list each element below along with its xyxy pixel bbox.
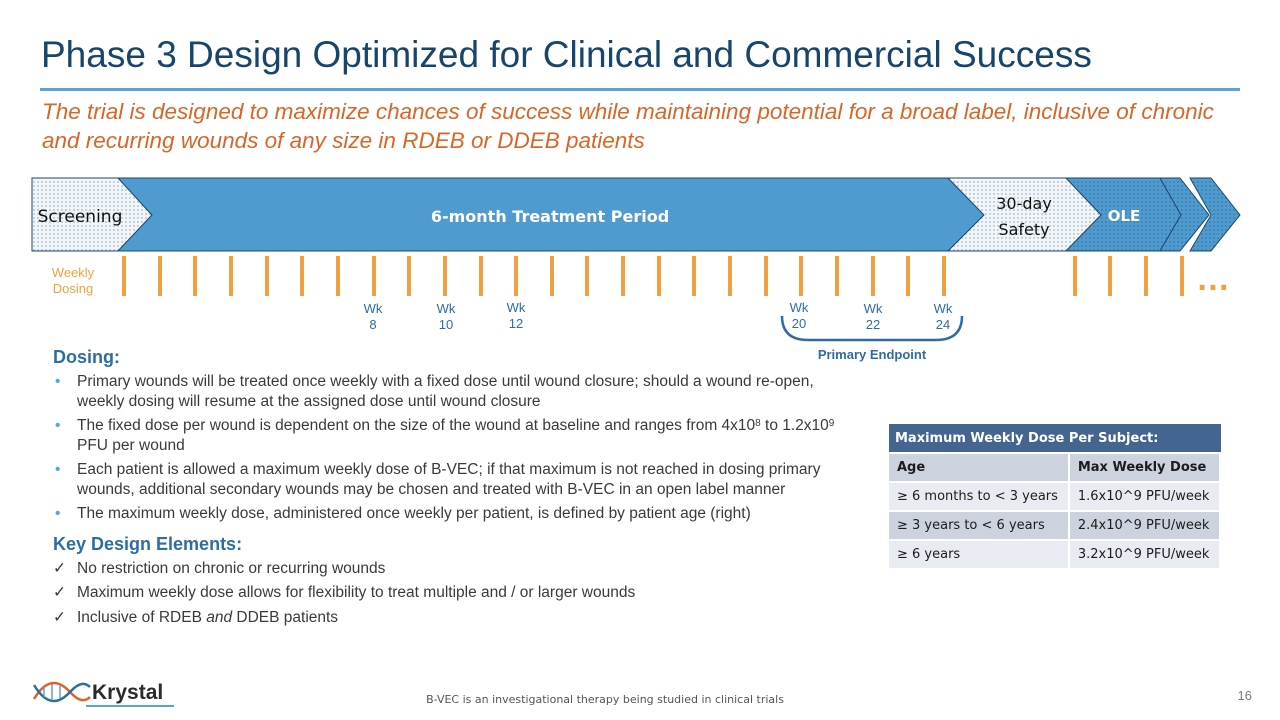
week-22-label: Wk 22 [863, 301, 883, 332]
slide-subtitle: The trial is designed to maximize chance… [42, 99, 1214, 153]
dosing-tick [335, 256, 340, 296]
dosing-tick [763, 256, 768, 296]
table-row: ≥ 6 years 3.2x10^9 PFU/week [889, 541, 1221, 570]
dosing-tick [621, 256, 626, 296]
key-design-item-2: ✓ Maximum weekly dose allows for flexibil… [53, 584, 636, 601]
dosing-tick [157, 256, 162, 296]
bullet-dot-icon: • [55, 461, 61, 478]
dosing-tick [1180, 256, 1184, 296]
krystal-logo-icon [32, 681, 91, 703]
logo-underline [86, 705, 174, 707]
dosing-heading: Dosing: [53, 347, 120, 367]
dosing-tick [549, 256, 554, 296]
dosing-tick [122, 256, 126, 296]
dose-table-title: Maximum Weekly Dose Per Subject: [889, 424, 1221, 454]
dosing-tick [585, 256, 590, 296]
key-design-item-1: ✓ No restriction on chronic or recurring … [53, 559, 386, 577]
table-row: ≥ 6 months to < 3 years 1.6x10^9 PFU/wee… [889, 483, 1221, 512]
screening-label: Screening [38, 207, 123, 227]
dosing-tick [264, 256, 269, 296]
primary-endpoint-label: Primary Endpoint [817, 347, 927, 362]
weekly-dosing-label: Weekly Dosing [51, 265, 95, 296]
treatment-label: 6-month Treatment Period [431, 207, 669, 226]
dosing-bullet-3: • Each patient is allowed a maximum weekl… [55, 461, 821, 498]
dosing-tick [228, 256, 233, 296]
bullet-dot-icon: • [55, 417, 61, 434]
dosing-tick [692, 256, 697, 296]
col-header-age: Age [889, 454, 1070, 483]
bullet-dot-icon: • [55, 373, 61, 390]
dosing-bullet-1: • Primary wounds will be treated once wee… [55, 373, 814, 410]
safety-label-line1: 30-day [996, 194, 1052, 213]
max-weekly-dose-table: Maximum Weekly Dose Per Subject: Age Max… [889, 424, 1221, 570]
dosing-tick [799, 256, 804, 296]
week-10-label: Wk 10 [436, 301, 456, 332]
dosing-bullet-4: • The maximum weekly dose, administered o… [55, 505, 751, 522]
page-number: 16 [1237, 688, 1252, 703]
checkmark-icon: ✓ [53, 584, 66, 601]
dosing-tick [906, 256, 911, 296]
continuation-ellipsis: … [1196, 260, 1230, 298]
dosing-tick [193, 256, 198, 296]
checkmark-icon: ✓ [53, 608, 66, 626]
key-design-item-3: ✓ Inclusive of RDEB and DDEB patients [53, 608, 339, 626]
dosing-tick [478, 256, 483, 296]
dosing-bullet-2: • The fixed dose per wound is dependent o… [55, 417, 835, 454]
dosing-tick [1144, 256, 1148, 296]
safety-label-line2: Safety [998, 220, 1049, 239]
col-header-max-dose: Max Weekly Dose [1069, 454, 1221, 483]
ole-chevron-1 [1159, 177, 1210, 252]
bullet-dot-icon: • [55, 505, 61, 522]
week-20-label: Wk 20 [789, 300, 809, 331]
dosing-tick [835, 256, 839, 296]
dosing-section: Dosing: • Primary wounds will be treated … [0, 347, 860, 632]
week-24-label: Wk 24 [933, 301, 953, 332]
table-header-row: Age Max Weekly Dose [889, 454, 1221, 483]
dosing-tick [1073, 256, 1077, 296]
dosing-tick [407, 256, 412, 296]
week-8-label: Wk 8 [363, 301, 383, 332]
table-row: ≥ 3 years to < 6 years 2.4x10^9 PFU/week [889, 512, 1221, 541]
dosing-tick [1108, 256, 1112, 296]
week-12-label: Wk 12 [506, 300, 526, 331]
dosing-tick [514, 256, 519, 296]
dosing-tick [728, 256, 733, 296]
key-design-heading: Key Design Elements: [53, 533, 243, 554]
checkmark-icon: ✓ [53, 559, 66, 577]
ole-chevron-2 [1189, 177, 1241, 252]
primary-endpoint-bracket [780, 315, 964, 342]
dosing-tick [941, 256, 946, 296]
dosing-tick [870, 256, 875, 296]
slide-title: Phase 3 Design Optimized for Clinical an… [41, 34, 1092, 75]
dosing-tick [656, 256, 661, 296]
logo-text: Krystal [92, 681, 164, 704]
ole-label: OLE [1108, 207, 1141, 225]
study-timeline: Screening 6-month Treatment Period 30-da… [31, 177, 1241, 252]
footer-note: B-VEC is an investigational therapy bein… [426, 693, 784, 706]
dosing-tick [442, 256, 447, 296]
title-divider [40, 88, 1240, 91]
dosing-tick [300, 256, 305, 296]
dosing-tick [371, 256, 376, 296]
